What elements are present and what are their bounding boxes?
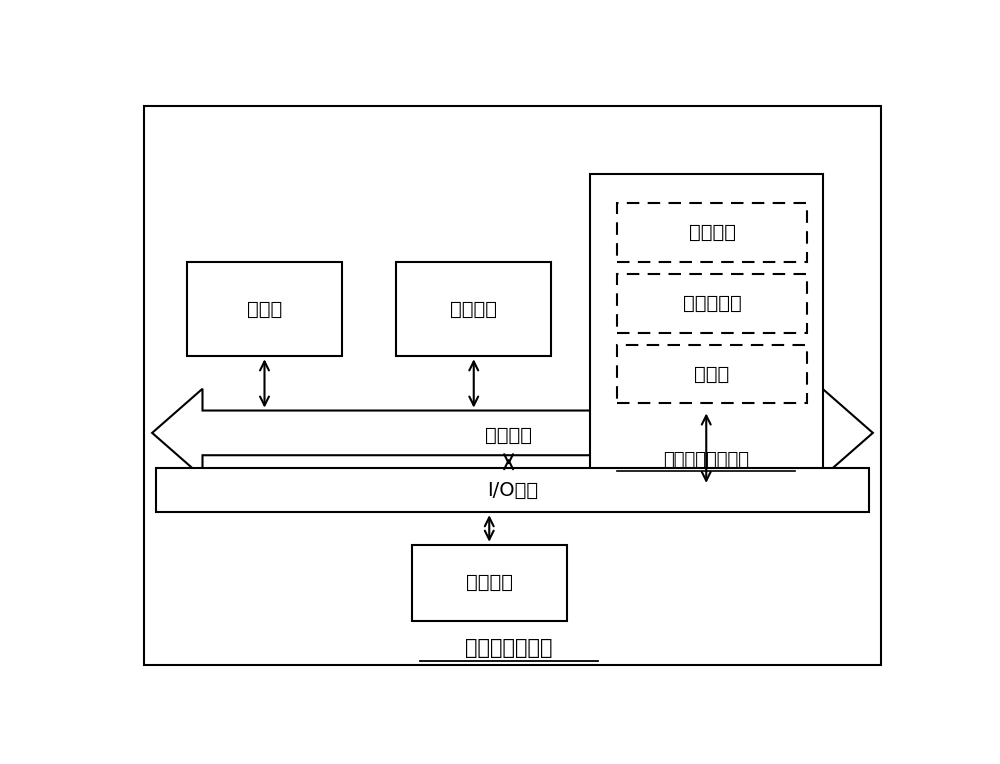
Text: 操作系统: 操作系统 — [689, 223, 736, 242]
Bar — [396, 262, 551, 356]
Text: 系统总线: 系统总线 — [485, 426, 532, 445]
Text: 内存储器: 内存储器 — [450, 299, 497, 319]
Bar — [187, 262, 342, 356]
Text: 计算机程序: 计算机程序 — [683, 294, 741, 313]
Text: 非易失性存储介质: 非易失性存储介质 — [663, 452, 749, 469]
Bar — [156, 468, 869, 513]
Bar — [617, 274, 807, 333]
Text: 数据库: 数据库 — [694, 364, 730, 384]
Polygon shape — [152, 389, 873, 477]
Text: 肺功能检测设备: 肺功能检测设备 — [465, 638, 552, 658]
Text: 通信接口: 通信接口 — [466, 574, 513, 592]
Text: I/O接口: I/O接口 — [487, 481, 538, 500]
Text: 处理器: 处理器 — [247, 299, 282, 319]
Bar — [617, 203, 807, 262]
Bar — [617, 345, 807, 403]
Bar — [590, 174, 822, 486]
Bar — [412, 545, 567, 621]
